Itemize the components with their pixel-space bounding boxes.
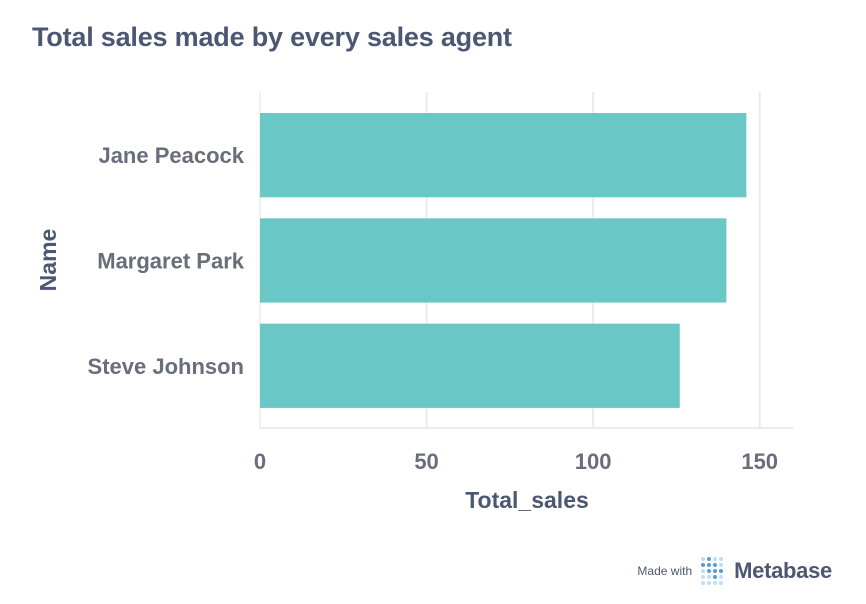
chart-title: Total sales made by every sales agent — [32, 22, 512, 52]
category-labels: Jane Peacock Margaret Park Steve Johnson — [88, 143, 245, 379]
bar-margaret-park[interactable] — [260, 218, 727, 303]
x-tick-label: 150 — [741, 449, 778, 474]
x-tick-labels: 0 50 100 150 — [254, 449, 778, 474]
made-with-text: Made with — [637, 564, 693, 578]
metabase-logo-icon[interactable] — [700, 556, 726, 586]
bar-steve-johnson[interactable] — [260, 323, 680, 408]
category-label: Steve Johnson — [88, 354, 244, 379]
y-axis-label: Name — [35, 229, 61, 292]
x-tick-label: 50 — [414, 449, 438, 474]
x-axis-label: Total_sales — [465, 487, 589, 513]
category-label: Jane Peacock — [98, 143, 244, 168]
x-tick-label: 100 — [575, 449, 612, 474]
footer: Made with Metabase — [637, 556, 832, 586]
category-label: Margaret Park — [97, 248, 245, 273]
bars-group — [260, 113, 747, 408]
metabase-brand[interactable]: Metabase — [734, 558, 832, 583]
x-tick-label: 0 — [254, 449, 266, 474]
bar-jane-peacock[interactable] — [260, 113, 747, 198]
